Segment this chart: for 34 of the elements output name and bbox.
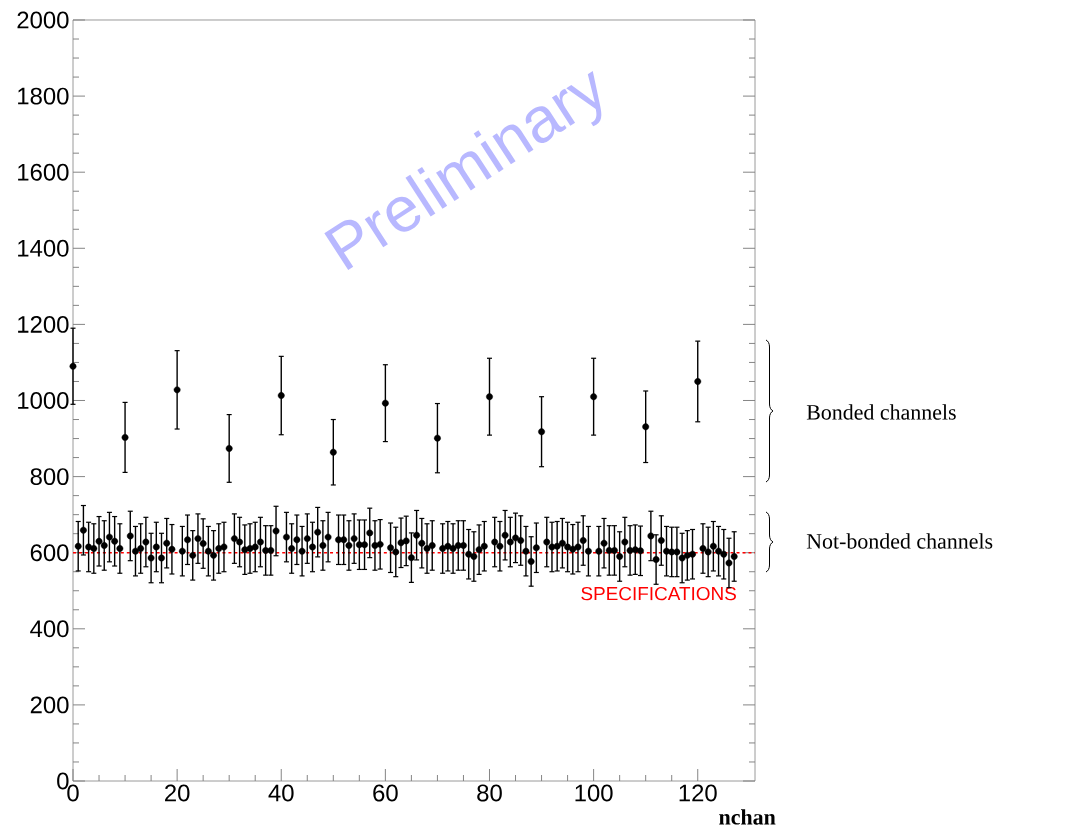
y-tick-label: 1200 — [18, 315, 69, 333]
point — [121, 434, 129, 441]
y-tick-label: 1400 — [18, 239, 69, 257]
x-tick-label: 100 — [575, 784, 613, 802]
x-tick-label: 40 — [268, 784, 294, 802]
point — [69, 362, 77, 370]
point — [434, 434, 441, 442]
text: Bonded channels — [806, 404, 956, 420]
x-tick-label: 120 — [679, 784, 717, 802]
point — [329, 448, 337, 456]
x-tick-label: 60 — [373, 784, 398, 802]
y-tick-label: 0 — [57, 772, 69, 790]
x-tick-label: 80 — [477, 784, 502, 802]
y-tick-label: 200 — [30, 696, 69, 714]
y-tick-label: 1800 — [18, 87, 69, 105]
point — [173, 386, 181, 394]
point — [486, 393, 493, 401]
x-axis-title: nchan — [719, 809, 776, 825]
x-tick-label: 20 — [165, 784, 190, 802]
y-tick-label: 400 — [30, 620, 69, 638]
y-tick-label: 2000 — [17, 11, 69, 29]
point — [590, 393, 598, 401]
point — [694, 378, 702, 385]
text: Not-bonded channels — [806, 533, 993, 549]
y-tick-label: 1600 — [18, 163, 69, 181]
y-tick-label: 800 — [30, 468, 69, 486]
point — [277, 392, 285, 399]
y-tick-label: 600 — [30, 544, 69, 562]
point — [642, 423, 650, 431]
point — [381, 399, 389, 407]
point — [538, 428, 545, 436]
ref-line-label: SPECIFICATIONS — [581, 586, 736, 601]
point — [225, 445, 233, 452]
y-tick-label: 1000 — [18, 392, 69, 409]
